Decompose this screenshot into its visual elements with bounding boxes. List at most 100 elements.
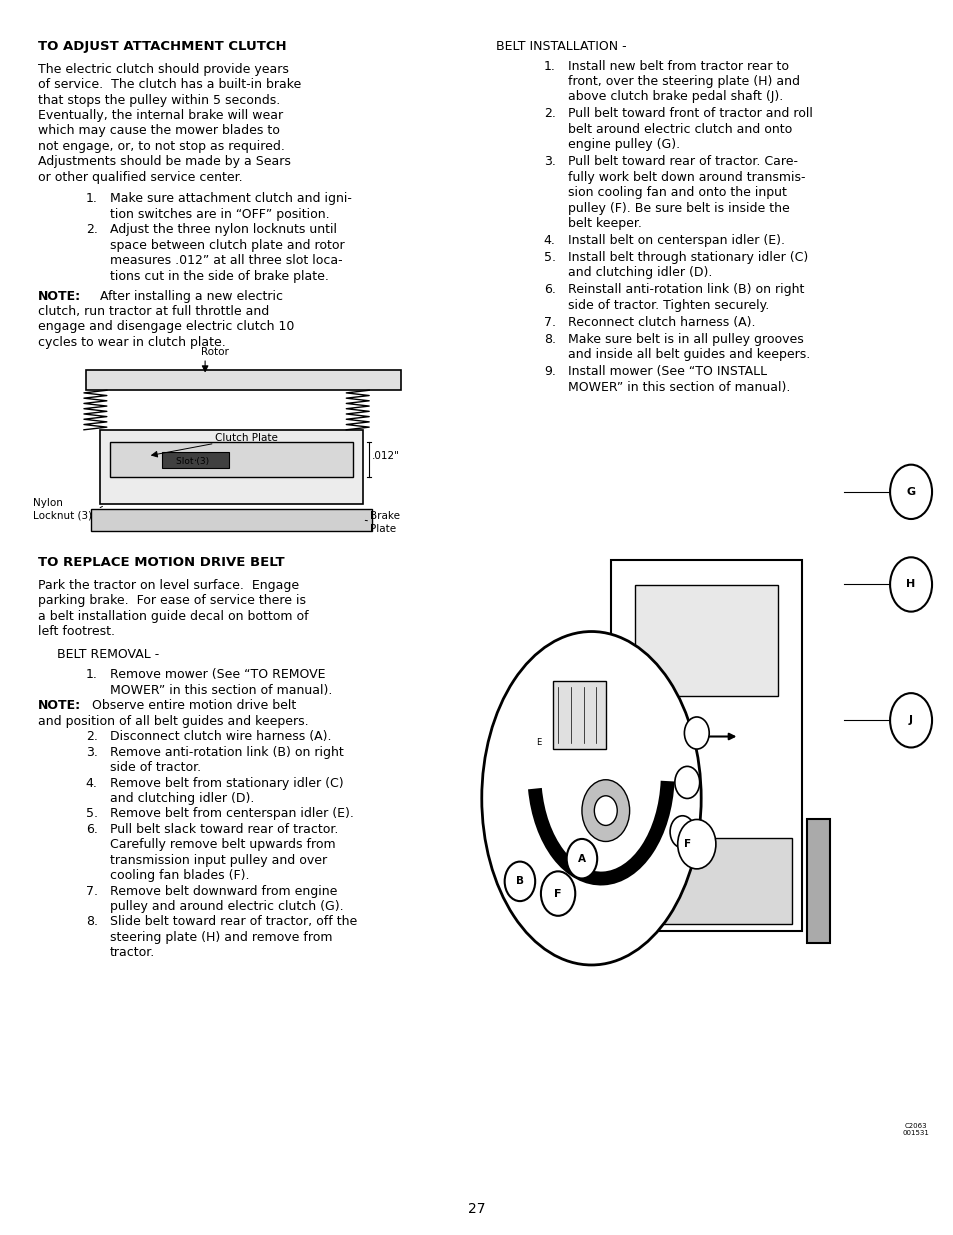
Text: measures .012” at all three slot loca-: measures .012” at all three slot loca- [110, 254, 342, 267]
Text: 9.: 9. [543, 366, 555, 378]
Text: Adjustments should be made by a Sears: Adjustments should be made by a Sears [38, 156, 291, 168]
Text: Install belt on centerspan idler (E).: Install belt on centerspan idler (E). [567, 233, 783, 247]
Text: Pull belt slack toward rear of tractor.: Pull belt slack toward rear of tractor. [110, 823, 337, 836]
Text: Install mower (See “TO INSTALL: Install mower (See “TO INSTALL [567, 366, 766, 378]
Text: 1.: 1. [86, 193, 97, 205]
Text: of service.  The clutch has a built-in brake: of service. The clutch has a built-in br… [38, 78, 301, 91]
Text: cooling fan blades (F).: cooling fan blades (F). [110, 869, 249, 882]
Text: a belt installation guide decal on bottom of: a belt installation guide decal on botto… [38, 610, 309, 622]
Text: Carefully remove belt upwards from: Carefully remove belt upwards from [110, 839, 335, 851]
Text: not engage, or, to not stop as required.: not engage, or, to not stop as required. [38, 140, 285, 153]
Text: Remove anti-rotation link (B) on right: Remove anti-rotation link (B) on right [110, 746, 343, 758]
Text: 4.: 4. [86, 777, 97, 789]
Text: Pull belt toward rear of tractor. Care-: Pull belt toward rear of tractor. Care- [567, 156, 797, 168]
Text: 6.: 6. [86, 823, 97, 836]
Text: The electric clutch should provide years: The electric clutch should provide years [38, 63, 289, 75]
Text: 3.: 3. [86, 746, 97, 758]
Text: 1.: 1. [543, 59, 555, 73]
Text: 1.: 1. [86, 668, 97, 682]
Text: side of tractor. Tighten securely.: side of tractor. Tighten securely. [567, 299, 768, 312]
Text: engine pulley (G).: engine pulley (G). [567, 138, 679, 152]
Text: above clutch brake pedal shaft (J).: above clutch brake pedal shaft (J). [567, 90, 782, 104]
Bar [553, 680, 605, 748]
Text: and clutching idler (D).: and clutching idler (D). [567, 267, 711, 279]
Text: Pull belt toward front of tractor and roll: Pull belt toward front of tractor and ro… [567, 107, 812, 121]
Circle shape [889, 464, 931, 519]
Text: 2.: 2. [86, 224, 97, 236]
Text: sion cooling fan and onto the input: sion cooling fan and onto the input [567, 186, 785, 199]
Text: After installing a new electric: After installing a new electric [91, 289, 282, 303]
Text: (E): (E) [643, 826, 658, 837]
Text: belt keeper.: belt keeper. [567, 217, 640, 230]
Text: Eventually, the internal brake will wear: Eventually, the internal brake will wear [38, 109, 283, 122]
Text: 7.: 7. [543, 316, 556, 329]
Text: F: F [554, 888, 561, 899]
Text: Brake
Plate: Brake Plate [370, 511, 399, 534]
Text: 6.: 6. [543, 283, 555, 296]
Text: tractor.: tractor. [110, 946, 154, 960]
Text: Install new belt from tractor rear to: Install new belt from tractor rear to [567, 59, 788, 73]
Text: cycles to wear in clutch plate.: cycles to wear in clutch plate. [38, 336, 226, 350]
Text: TO REPLACE MOTION DRIVE BELT: TO REPLACE MOTION DRIVE BELT [38, 556, 285, 569]
Text: A: A [578, 853, 585, 863]
Text: TO ADJUST ATTACHMENT CLUTCH: TO ADJUST ATTACHMENT CLUTCH [38, 40, 287, 53]
Text: Disconnect clutch wire harness (A).: Disconnect clutch wire harness (A). [110, 730, 331, 743]
Text: steering plate (H) and remove from: steering plate (H) and remove from [110, 931, 332, 944]
Circle shape [594, 795, 617, 825]
Text: Reconnect clutch harness (A).: Reconnect clutch harness (A). [567, 316, 755, 329]
Circle shape [683, 718, 708, 750]
Text: pulley (F). Be sure belt is inside the: pulley (F). Be sure belt is inside the [567, 201, 788, 215]
Circle shape [674, 767, 699, 799]
Bar [634, 585, 777, 697]
Text: Observe entire motion drive belt: Observe entire motion drive belt [88, 699, 295, 713]
Text: Rotor: Rotor [200, 347, 229, 357]
Text: left footrest.: left footrest. [38, 625, 115, 638]
Text: Install belt through stationary idler (C): Install belt through stationary idler (C… [567, 251, 807, 264]
Text: belt around electric clutch and onto: belt around electric clutch and onto [567, 122, 791, 136]
Bar [805, 820, 829, 944]
Text: (D): (D) [647, 777, 662, 788]
Bar [86, 370, 400, 390]
Text: parking brake.  For ease of service there is: parking brake. For ease of service there… [38, 594, 306, 608]
Text: B: B [516, 877, 523, 887]
Text: pulley and around electric clutch (G).: pulley and around electric clutch (G). [110, 900, 343, 913]
Text: transmission input pulley and over: transmission input pulley and over [110, 853, 327, 867]
FancyBboxPatch shape [610, 561, 801, 931]
Bar [619, 839, 791, 925]
Text: tions cut in the side of brake plate.: tions cut in the side of brake plate. [110, 269, 328, 283]
Circle shape [540, 872, 575, 916]
Text: 2.: 2. [543, 107, 555, 121]
Text: NOTE:: NOTE: [38, 289, 81, 303]
Text: MOWER” in this section of manual).: MOWER” in this section of manual). [567, 380, 789, 394]
Text: front, over the steering plate (H) and: front, over the steering plate (H) and [567, 75, 799, 88]
Text: NOTE:: NOTE: [38, 699, 81, 713]
Text: side of tractor.: side of tractor. [110, 761, 201, 774]
Circle shape [581, 779, 629, 841]
Text: C2063
001531: C2063 001531 [902, 1123, 928, 1136]
Circle shape [889, 693, 931, 747]
Text: 4.: 4. [543, 233, 555, 247]
Text: or other qualified service center.: or other qualified service center. [38, 170, 242, 184]
Circle shape [504, 862, 535, 902]
Text: Remove belt from centerspan idler (E).: Remove belt from centerspan idler (E). [110, 808, 354, 820]
Text: Remove belt from stationary idler (C): Remove belt from stationary idler (C) [110, 777, 343, 789]
Text: Slide belt toward rear of tractor, off the: Slide belt toward rear of tractor, off t… [110, 915, 356, 929]
Circle shape [566, 839, 597, 878]
Text: 27: 27 [468, 1203, 485, 1216]
Bar [581, 820, 605, 944]
Text: H: H [905, 579, 915, 589]
Text: Reinstall anti-rotation link (B) on right: Reinstall anti-rotation link (B) on righ… [567, 283, 803, 296]
Text: Clutch Plate: Clutch Plate [214, 433, 277, 443]
Text: that stops the pulley within 5 seconds.: that stops the pulley within 5 seconds. [38, 94, 280, 106]
Text: engage and disengage electric clutch 10: engage and disengage electric clutch 10 [38, 320, 294, 333]
Text: 3.: 3. [543, 156, 555, 168]
Text: 5.: 5. [86, 808, 98, 820]
Text: E: E [536, 739, 541, 747]
Text: 2.: 2. [86, 730, 97, 743]
Text: Make sure attachment clutch and igni-: Make sure attachment clutch and igni- [110, 193, 352, 205]
Text: tion switches are in “OFF” position.: tion switches are in “OFF” position. [110, 207, 329, 221]
Text: 8.: 8. [543, 332, 556, 346]
Text: and position of all belt guides and keepers.: and position of all belt guides and keep… [38, 715, 309, 727]
Text: space between clutch plate and rotor: space between clutch plate and rotor [110, 238, 344, 252]
Text: clutch, run tractor at full throttle and: clutch, run tractor at full throttle and [38, 305, 269, 319]
